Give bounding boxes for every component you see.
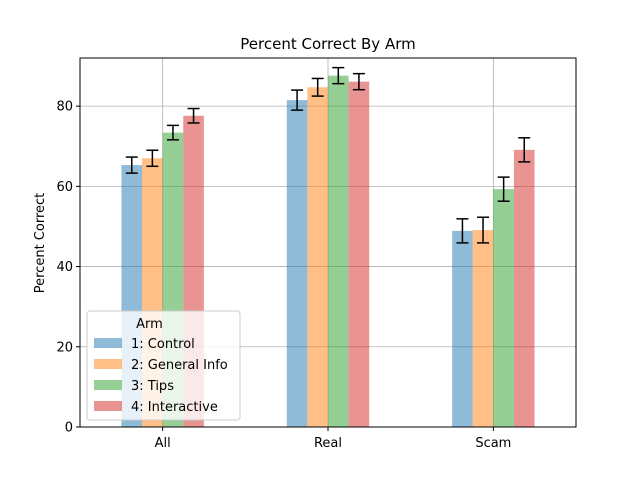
bar-3-scam [493,189,514,427]
legend-swatch-4 [94,401,122,411]
bar-2-real [307,87,328,427]
bar-4-scam [513,149,535,427]
y-tick-label: 0 [65,421,73,436]
bar-3-real [328,75,349,427]
bar-1-scam [452,230,473,427]
legend-label-4: 4: Interactive [131,400,218,415]
legend-swatch-3 [94,380,122,390]
plot-area: 0 20 40 60 80 All Real Scam Arm 1: Control 2: Gene… [56,57,577,451]
x-tick-label: All [155,436,171,451]
legend-label-2: 2: General Info [131,358,228,373]
y-axis-label: Percent Correct [33,193,48,294]
y-tick-label: 40 [56,260,73,275]
x-tick-label: Scam [475,436,511,451]
legend-box [86,310,241,421]
legend-label-3: 3: Tips [131,379,174,394]
legend-swatch-1 [94,338,122,348]
x-tick-label: Real [314,436,342,451]
chart-title: Percent Correct By Arm [240,35,415,53]
legend-swatch-2 [94,359,122,369]
y-tick-label: 20 [56,340,73,355]
y-tick-label: 80 [56,100,73,115]
legend-label-1: 1: Control [131,337,195,352]
bar-1-real [286,100,308,427]
legend-title: Arm [136,317,163,332]
y-tick-label: 60 [56,180,73,195]
bar-2-scam [472,230,494,427]
bar-4-real [348,81,370,428]
